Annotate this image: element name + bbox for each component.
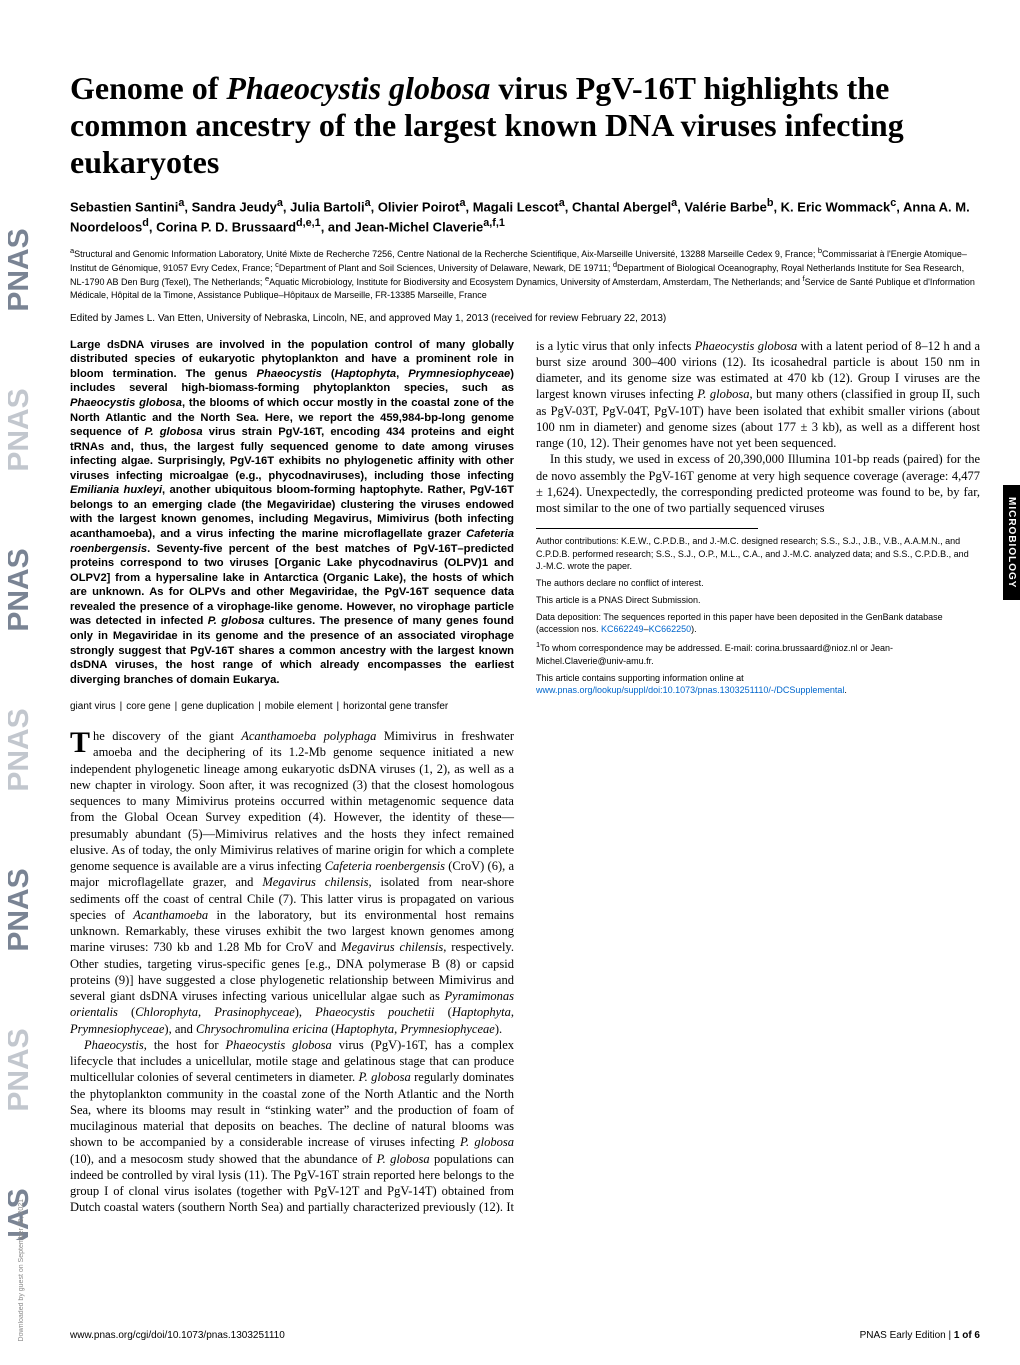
footer-page: PNAS Early Edition | 1 of 6 [860, 1330, 980, 1341]
download-note: Downloaded by guest on September 29, 202… [18, 1199, 25, 1341]
keyword: gene duplication [181, 701, 254, 712]
keyword-separator: | [120, 701, 123, 712]
two-column-body: Large dsDNA viruses are involved in the … [70, 338, 980, 1228]
footnote-data-deposition: Data deposition: The sequences reported … [536, 611, 980, 635]
keyword-separator: | [337, 701, 340, 712]
abstract: Large dsDNA viruses are involved in the … [70, 338, 514, 688]
article-title: Genome of Phaeocystis globosa virus PgV-… [70, 70, 980, 180]
footnote-supporting: This article contains supporting informa… [536, 672, 980, 696]
keywords: giant virus|core gene|gene duplication|m… [70, 701, 514, 712]
article-content: Genome of Phaeocystis globosa virus PgV-… [70, 70, 980, 1228]
pnas-logo-sidebar: PNAS [8, 140, 48, 1240]
footnote-submission: This article is a PNAS Direct Submission… [536, 594, 980, 606]
author-list: Sebastien Santinia, Sandra Jeudya, Julia… [70, 196, 980, 236]
section-tab: MICROBIOLOGY [1003, 485, 1020, 600]
affiliations: aStructural and Genomic Information Labo… [70, 246, 980, 301]
footnote-contributions: Author contributions: K.E.W., C.P.D.B., … [536, 535, 980, 571]
keyword: mobile element [265, 701, 333, 712]
footnote-correspondence: 1To whom correspondence may be addressed… [536, 640, 980, 666]
body-paragraph: In this study, we used in excess of 20,3… [536, 451, 980, 516]
keyword-separator: | [258, 701, 261, 712]
pnas-repeat-icon: PNAS [8, 140, 48, 1240]
keyword: horizontal gene transfer [343, 701, 448, 712]
footnotes: Author contributions: K.E.W., C.P.D.B., … [536, 535, 980, 696]
keyword-separator: | [175, 701, 178, 712]
body-paragraph: The discovery of the giant Acanthamoeba … [70, 728, 514, 1037]
keyword: giant virus [70, 701, 116, 712]
keyword: core gene [126, 701, 170, 712]
footer-doi: www.pnas.org/cgi/doi/10.1073/pnas.130325… [70, 1330, 285, 1341]
footnotes-divider [536, 528, 758, 529]
page-footer: www.pnas.org/cgi/doi/10.1073/pnas.130325… [70, 1330, 980, 1341]
footnote-conflict: The authors declare no conflict of inter… [536, 577, 980, 589]
edited-by: Edited by James L. Van Etten, University… [70, 313, 980, 324]
